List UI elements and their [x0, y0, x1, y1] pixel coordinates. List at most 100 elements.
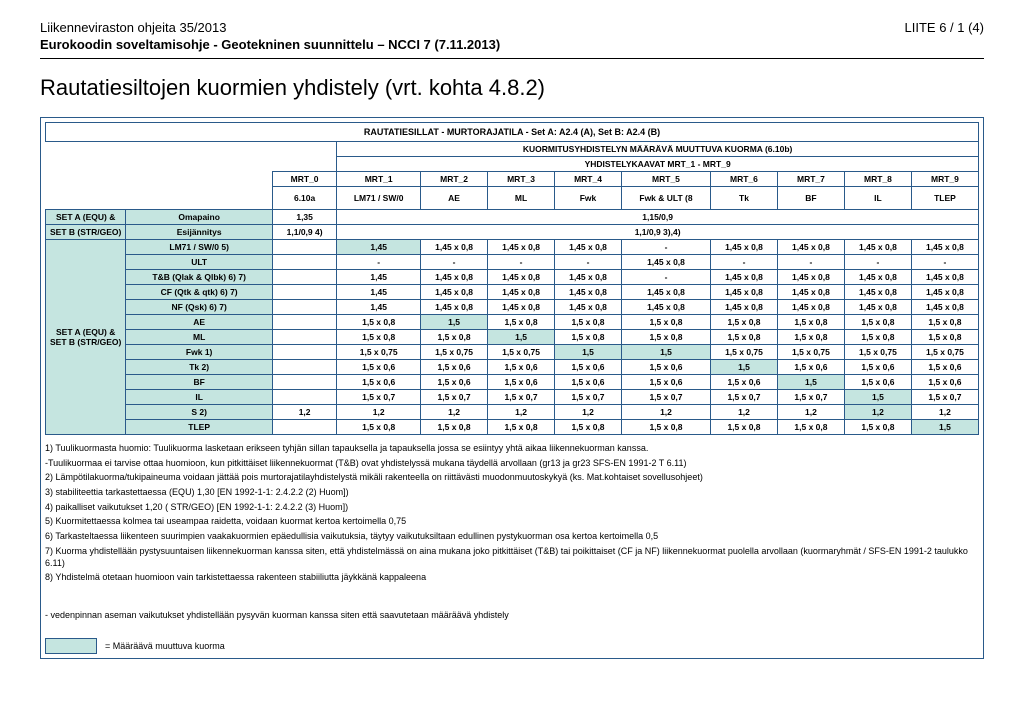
table-row: CF (Qtk & qtk) 6) 7)1,451,45 x 0,81,45 x…	[46, 285, 979, 300]
cell: 1,45	[337, 300, 421, 315]
cell: 1,45	[337, 285, 421, 300]
cell: 1,45 x 0,8	[488, 270, 555, 285]
cell: -	[337, 255, 421, 270]
cell: 1,5 x 0,7	[711, 390, 778, 405]
cell: 1,45 x 0,8	[555, 300, 622, 315]
legend: = Määräävä muuttuva kuorma	[45, 638, 979, 654]
cell	[272, 315, 336, 330]
cell: 1,5 x 0,8	[421, 330, 488, 345]
cell: 1,45 x 0,8	[911, 300, 978, 315]
note-separator: - vedenpinnan aseman vaikutukset yhdiste…	[45, 610, 979, 620]
cell: 1,45	[337, 270, 421, 285]
table-row: SET A (EQU) & SET B (STR/GEO)LM71 / SW/0…	[46, 240, 979, 255]
cell: 1,5 x 0,75	[337, 345, 421, 360]
cell: 1,5 x 0,7	[421, 390, 488, 405]
cell: 1,2	[421, 405, 488, 420]
cell: 1,5 x 0,8	[555, 420, 622, 435]
cell: 1,5 x 0,8	[555, 330, 622, 345]
cell: 1,45 x 0,8	[488, 240, 555, 255]
cell: 1,5	[555, 345, 622, 360]
cell: 1,5 x 0,7	[555, 390, 622, 405]
cell: 1,45 x 0,8	[621, 300, 710, 315]
cell: 1,5 x 0,75	[844, 345, 911, 360]
cell: 1,5 x 0,75	[711, 345, 778, 360]
header-right: LIITE 6 / 1 (4)	[905, 20, 984, 35]
cell	[272, 360, 336, 375]
cell	[272, 345, 336, 360]
cell: -	[421, 255, 488, 270]
cell: 1,5	[911, 420, 978, 435]
cell: 1,5 x 0,8	[777, 420, 844, 435]
table-row: ML1,5 x 0,81,5 x 0,81,51,5 x 0,81,5 x 0,…	[46, 330, 979, 345]
cell: 1,5	[621, 345, 710, 360]
cell: 1,5 x 0,8	[711, 420, 778, 435]
cell: 1,45 x 0,8	[621, 255, 710, 270]
cell: 1,5 x 0,75	[911, 345, 978, 360]
main-table: RAUTATIESILLAT - MURTORAJATILA - Set A: …	[45, 122, 979, 435]
cell: 1,2	[337, 405, 421, 420]
cell: 1,2	[488, 405, 555, 420]
cell: 1,5 x 0,8	[911, 315, 978, 330]
cell: 1,2	[711, 405, 778, 420]
cell: 1,5 x 0,8	[421, 420, 488, 435]
cell	[272, 300, 336, 315]
main-table-wrap: RAUTATIESILLAT - MURTORAJATILA - Set A: …	[40, 117, 984, 659]
cell: 1,45 x 0,8	[488, 285, 555, 300]
col-header: MRT_1	[337, 172, 421, 187]
cell: 1,45 x 0,8	[844, 300, 911, 315]
cell: 1,5 x 0,8	[621, 420, 710, 435]
cell: 1,5 x 0,6	[555, 360, 622, 375]
cell: 1,5 x 0,8	[555, 315, 622, 330]
cell: 1,5 x 0,6	[488, 360, 555, 375]
cell: 1,5 x 0,8	[337, 315, 421, 330]
cell: -	[555, 255, 622, 270]
cell: 1,5 x 0,8	[488, 315, 555, 330]
col-desc: 6.10a	[272, 187, 336, 210]
cell: 1,5 x 0,75	[488, 345, 555, 360]
cell: 1,45 x 0,8	[711, 240, 778, 255]
cell: 1,45 x 0,8	[555, 240, 622, 255]
table-row: BF1,5 x 0,61,5 x 0,61,5 x 0,61,5 x 0,61,…	[46, 375, 979, 390]
cell: 1,5	[711, 360, 778, 375]
footnote: 7) Kuorma yhdistellään pystysuuntaisen l…	[45, 546, 979, 569]
cell: 1,5 x 0,8	[844, 330, 911, 345]
footnote: 5) Kuormitettaessa kolmea tai useampaa r…	[45, 516, 979, 528]
cell: 1,5 x 0,8	[844, 420, 911, 435]
table-row: TLEP1,5 x 0,81,5 x 0,81,5 x 0,81,5 x 0,8…	[46, 420, 979, 435]
cell: 1,5 x 0,6	[844, 375, 911, 390]
cell: 1,5 x 0,8	[621, 315, 710, 330]
cell: 1,45 x 0,8	[421, 285, 488, 300]
legend-swatch	[45, 638, 97, 654]
cell	[272, 420, 336, 435]
table-row: Fwk 1)1,5 x 0,751,5 x 0,751,5 x 0,751,51…	[46, 345, 979, 360]
cell: 1,5 x 0,6	[911, 375, 978, 390]
cell: 1,45 x 0,8	[777, 270, 844, 285]
cell: 1,45 x 0,8	[777, 240, 844, 255]
cell: 1,45 x 0,8	[488, 300, 555, 315]
footnotes: 1) Tuulikuormasta huomio: Tuulikuorma la…	[45, 443, 979, 584]
cell: -	[621, 270, 710, 285]
footnote: 2) Lämpötilakuorma/tukipaineuma voidaan …	[45, 472, 979, 484]
cell: 1,5 x 0,8	[337, 420, 421, 435]
cell: 1,5 x 0,6	[555, 375, 622, 390]
footnote: -Tuulikuormaa ei tarvise ottaa huomioon,…	[45, 458, 979, 470]
page-header: Liikenneviraston ohjeita 35/2013 LIITE 6…	[40, 20, 984, 35]
cell: 1,5 x 0,7	[337, 390, 421, 405]
col-header: MRT_7	[777, 172, 844, 187]
col-desc: Tk	[711, 187, 778, 210]
cell: 1,5 x 0,6	[844, 360, 911, 375]
header-sub: Eurokoodin soveltamisohje - Geotekninen …	[40, 37, 984, 52]
footnote: 8) Yhdistelmä otetaan huomioon vain tark…	[45, 572, 979, 584]
cell: 1,5 x 0,8	[844, 315, 911, 330]
cell: 1,5	[488, 330, 555, 345]
cell	[272, 285, 336, 300]
cell: 1,45 x 0,8	[421, 270, 488, 285]
cell: 1,2	[844, 405, 911, 420]
cell: 1,45 x 0,8	[421, 300, 488, 315]
col-desc: AE	[421, 187, 488, 210]
cell: 1,5 x 0,8	[777, 330, 844, 345]
cell: 1,5 x 0,6	[777, 360, 844, 375]
cell: 1,2	[777, 405, 844, 420]
divider	[40, 58, 984, 59]
col-desc: LM71 / SW/0	[337, 187, 421, 210]
